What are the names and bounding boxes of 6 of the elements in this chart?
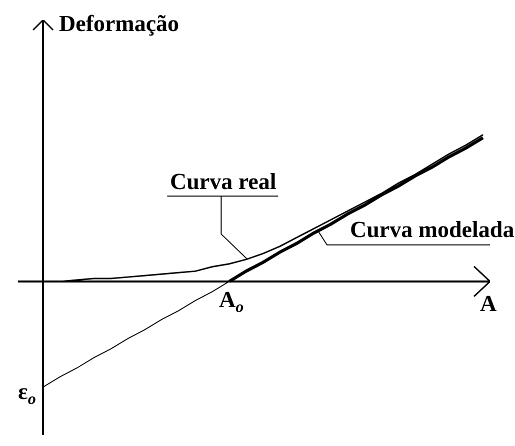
annotation: A$_{o}$	[219, 287, 244, 316]
text: Curva real	[170, 169, 276, 194]
y-axis-title: Deformação	[59, 11, 180, 36]
series-label: Curva modelada	[350, 217, 515, 242]
x-axis-title: A	[480, 291, 497, 316]
annotation: ε$_{o}$	[18, 379, 36, 408]
